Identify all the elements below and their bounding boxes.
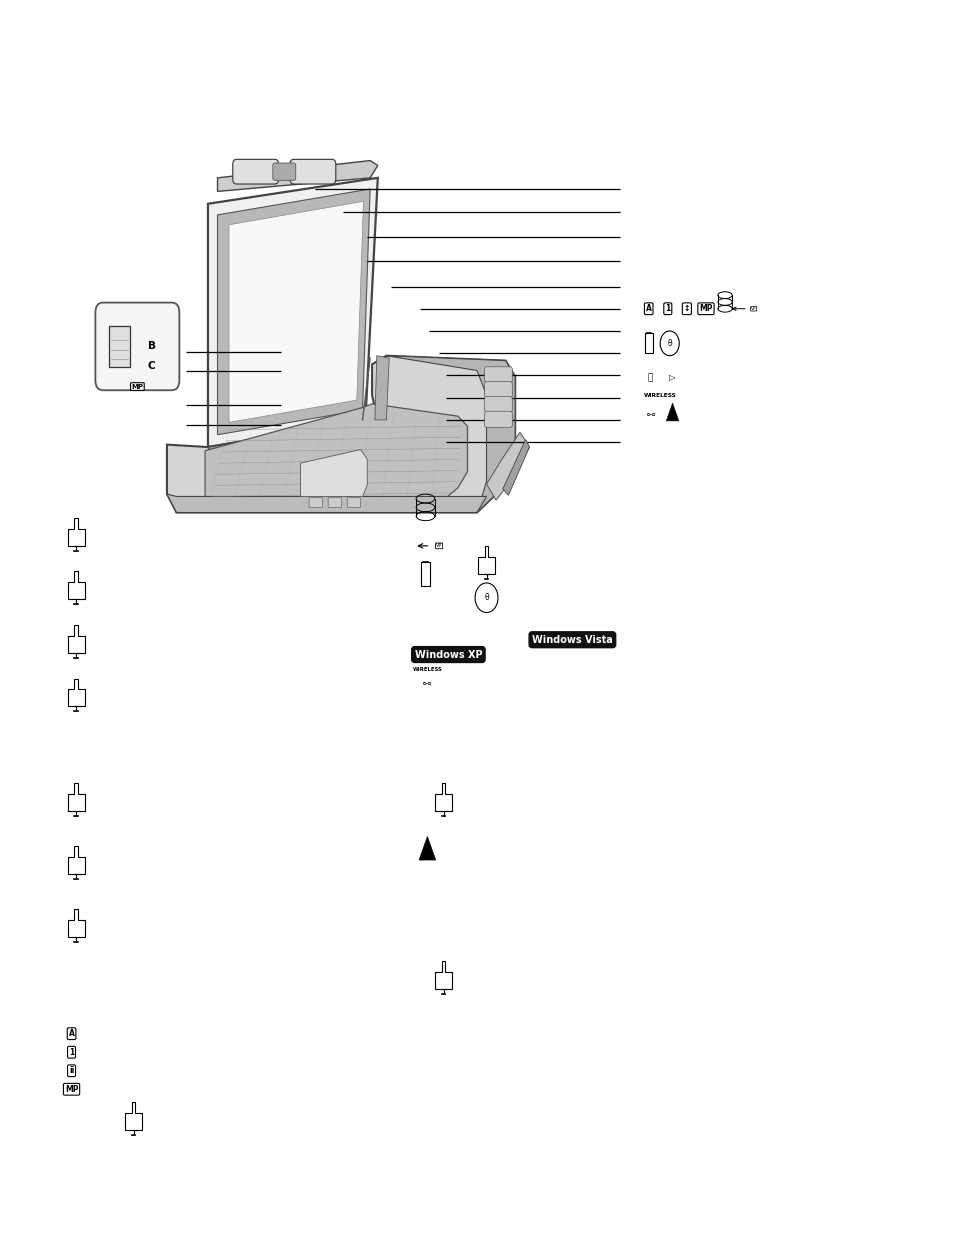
FancyBboxPatch shape [95, 303, 179, 390]
FancyBboxPatch shape [644, 333, 652, 353]
Text: 1: 1 [69, 1047, 74, 1057]
Text: ⚯: ⚯ [646, 410, 654, 420]
Polygon shape [217, 161, 377, 191]
Text: WIRELESS: WIRELESS [643, 393, 676, 398]
Text: WIRELESS: WIRELESS [412, 667, 442, 672]
FancyBboxPatch shape [328, 498, 341, 508]
Polygon shape [208, 421, 386, 461]
Text: MP: MP [65, 1084, 78, 1094]
FancyBboxPatch shape [347, 498, 360, 508]
Text: ⏻: ⏻ [647, 373, 653, 383]
Polygon shape [386, 356, 515, 513]
Polygon shape [229, 201, 363, 422]
Text: C: C [148, 361, 155, 370]
Text: θ: θ [484, 593, 488, 603]
FancyBboxPatch shape [484, 411, 512, 427]
Text: ii: ii [69, 1066, 74, 1076]
FancyBboxPatch shape [484, 396, 512, 412]
Text: MP: MP [132, 384, 143, 389]
Polygon shape [208, 178, 377, 447]
Text: θ: θ [667, 338, 671, 348]
Polygon shape [205, 404, 467, 504]
Text: Windows Vista: Windows Vista [532, 635, 612, 645]
Text: MP: MP [699, 304, 712, 314]
Text: ⚯: ⚯ [423, 679, 431, 689]
Text: ▷: ▷ [669, 373, 675, 383]
FancyBboxPatch shape [273, 163, 295, 180]
FancyBboxPatch shape [309, 498, 322, 508]
Polygon shape [167, 494, 486, 513]
FancyBboxPatch shape [484, 367, 512, 383]
Text: VP: VP [750, 306, 756, 311]
Text: B: B [148, 341, 155, 351]
Polygon shape [167, 356, 515, 513]
Text: A: A [645, 304, 651, 314]
Text: 1: 1 [664, 304, 670, 314]
FancyBboxPatch shape [290, 159, 335, 184]
FancyBboxPatch shape [484, 382, 512, 398]
FancyBboxPatch shape [233, 159, 278, 184]
Polygon shape [502, 440, 529, 495]
Polygon shape [665, 403, 679, 421]
FancyBboxPatch shape [109, 326, 130, 367]
Text: Windows XP: Windows XP [415, 650, 481, 659]
Text: ↕: ↕ [683, 304, 689, 314]
Text: A: A [69, 1029, 74, 1039]
Polygon shape [217, 189, 370, 435]
Polygon shape [300, 450, 367, 496]
Polygon shape [418, 836, 436, 860]
Text: VP: VP [436, 543, 442, 548]
FancyBboxPatch shape [420, 562, 430, 587]
Polygon shape [375, 356, 389, 420]
Polygon shape [486, 432, 529, 500]
